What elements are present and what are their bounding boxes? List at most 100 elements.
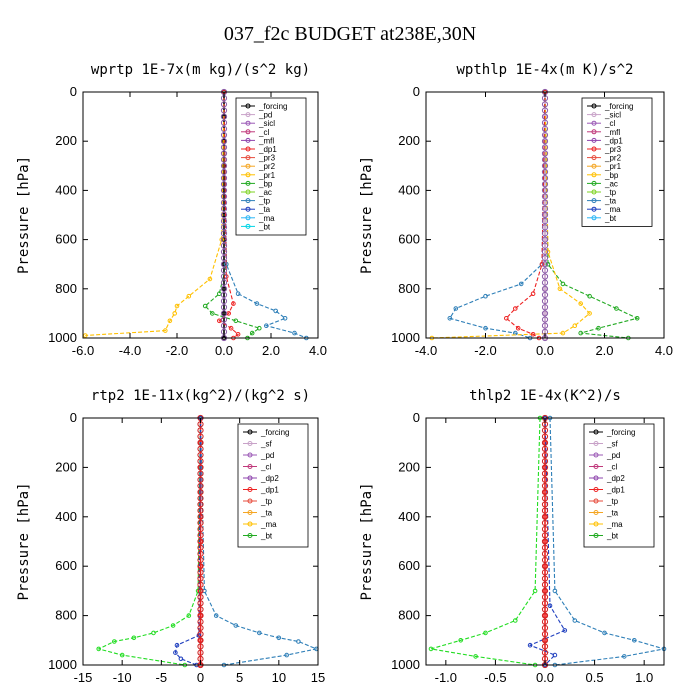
- zero-marker: [541, 113, 549, 120]
- data-point: [233, 623, 239, 628]
- data-point: [560, 281, 566, 287]
- legend-box: [583, 423, 655, 548]
- legend-marker: [593, 510, 599, 515]
- data-point: [249, 330, 255, 336]
- y-tick-label: 600: [398, 232, 420, 247]
- data-point: [578, 301, 584, 306]
- legend-marker: [591, 189, 597, 195]
- legend-label: _tp: [604, 188, 617, 197]
- legend-marker: [593, 533, 599, 538]
- zero-marker: [197, 581, 204, 588]
- zero-marker: [541, 470, 549, 477]
- zero-marker: [220, 230, 228, 237]
- data-point: [532, 588, 538, 594]
- zero-marker: [541, 513, 549, 520]
- data-point: [622, 654, 627, 659]
- data-point: [552, 588, 558, 594]
- legend-label: _dp1: [604, 136, 623, 145]
- legend-label: _sicl: [258, 119, 275, 128]
- legend-marker: [245, 215, 251, 221]
- zero-marker: [541, 532, 549, 539]
- legend-label: _sf: [260, 440, 272, 449]
- legend-label: _cl: [258, 128, 269, 137]
- zero-marker: [220, 119, 228, 126]
- zero-marker: [541, 433, 549, 440]
- legend-marker: [591, 120, 597, 126]
- legend-box: [581, 97, 653, 227]
- legend-label: _pr3: [604, 145, 622, 154]
- data-point: [276, 635, 282, 641]
- x-tick-label: -4.0: [415, 343, 437, 358]
- zero-marker: [197, 575, 204, 582]
- data-point: [186, 293, 192, 299]
- legend-label: _pr2: [604, 154, 622, 163]
- zero-marker: [197, 470, 204, 477]
- figure-title: 037_f2c BUDGET at238E,30N: [224, 23, 476, 45]
- data-point: [562, 628, 568, 633]
- zero-marker: [220, 113, 228, 120]
- y-tick-label: 0: [413, 84, 420, 99]
- legend-marker: [247, 487, 253, 492]
- panel-title: wprtp 1E-7x(m kg)/(s^2 kg): [91, 62, 310, 78]
- data-point: [228, 325, 234, 331]
- zero-marker: [220, 144, 228, 151]
- zero-marker: [220, 218, 228, 225]
- zero-marker: [220, 131, 228, 139]
- data-point: [483, 293, 488, 299]
- zero-marker: [541, 230, 549, 237]
- zero-marker: [541, 224, 549, 231]
- legend-label: _sf: [606, 440, 618, 449]
- zero-marker: [541, 279, 549, 286]
- data-point: [542, 286, 548, 292]
- legend-label: _pd: [258, 111, 272, 120]
- zero-marker: [541, 131, 549, 139]
- zero-marker: [541, 267, 549, 274]
- legend-marker: [245, 198, 251, 204]
- zero-marker: [541, 304, 549, 311]
- zero-marker: [541, 587, 549, 595]
- legend-label: _bt: [606, 532, 619, 541]
- legend-marker: [591, 163, 597, 169]
- legend-marker: [591, 137, 597, 143]
- zero-marker: [541, 569, 549, 576]
- legend-marker: [245, 137, 251, 143]
- y-tick-label: 400: [398, 509, 420, 524]
- legend-label: _bt: [260, 532, 273, 541]
- legend-marker: [591, 206, 597, 212]
- zero-marker: [197, 526, 204, 533]
- zero-marker: [541, 193, 549, 200]
- data-point: [527, 642, 533, 648]
- data-point: [221, 163, 227, 169]
- zero-marker: [197, 538, 204, 545]
- zero-marker: [220, 101, 228, 108]
- zero-marker: [541, 476, 549, 483]
- y-axis-label: Pressure [hPa]: [16, 482, 32, 600]
- legend-marker: [245, 189, 251, 195]
- zero-marker: [541, 489, 549, 496]
- series-line-dp1: [97, 417, 202, 666]
- legend-label: _cl: [606, 463, 617, 472]
- y-tick-label: 1000: [391, 657, 420, 672]
- legend-label: _dp1: [258, 145, 277, 154]
- legend-marker: [593, 498, 599, 504]
- data-point: [572, 618, 578, 623]
- zero-marker: [220, 254, 228, 262]
- data-point: [257, 630, 262, 636]
- y-tick-label: 1000: [391, 330, 420, 345]
- legend-marker: [593, 429, 599, 435]
- data-point: [221, 138, 227, 144]
- x-tick-label: -5: [156, 670, 168, 685]
- x-tick-label: 15: [311, 670, 325, 685]
- zero-marker: [197, 624, 204, 632]
- legend-marker: [247, 521, 253, 527]
- panel-3: rtp2 1E-11x(kg^2)/(kg^2 s) Pressure [hPa]…: [16, 388, 325, 685]
- legend-marker: [591, 215, 597, 221]
- zero-marker: [541, 254, 549, 262]
- legend-marker: [247, 441, 253, 446]
- y-tick-label: 200: [398, 133, 420, 148]
- zero-marker: [220, 316, 228, 323]
- data-point: [264, 323, 269, 329]
- zero-marker: [541, 618, 549, 625]
- data-point: [172, 311, 177, 316]
